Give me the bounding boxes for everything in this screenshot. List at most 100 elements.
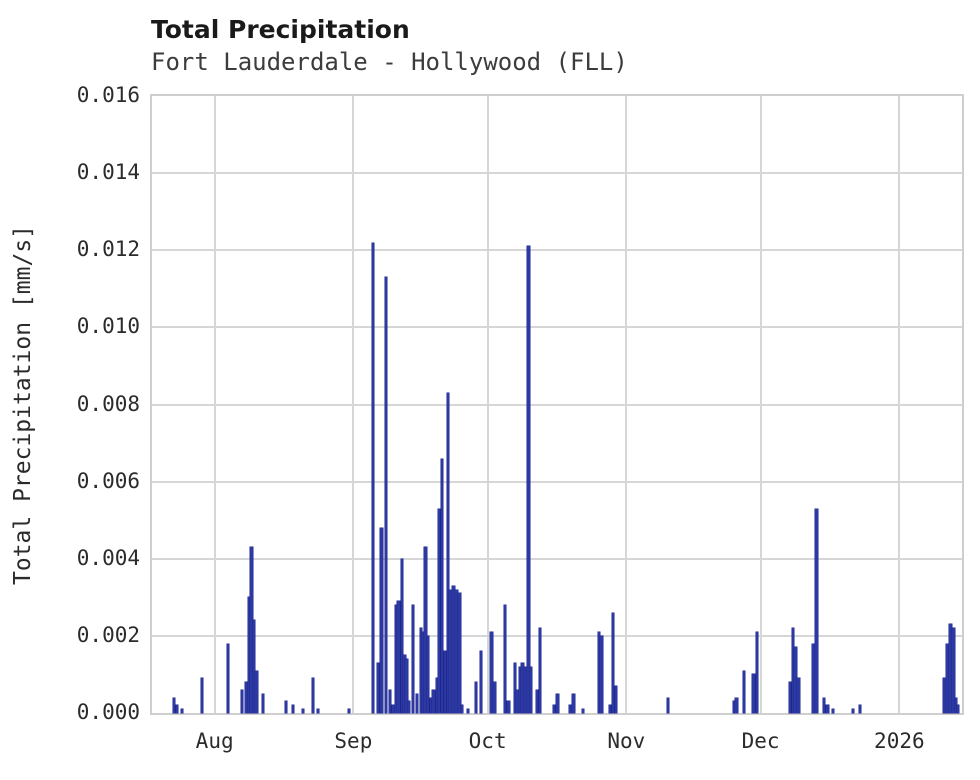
y-tick-label: 0.014 — [76, 160, 140, 185]
precip-bar — [527, 246, 530, 713]
precip-bar — [240, 689, 244, 713]
precip-bar — [380, 527, 383, 713]
precip-bar — [572, 693, 575, 713]
precip-bar — [200, 678, 204, 713]
h-gridline — [152, 558, 962, 560]
precip-bar — [405, 659, 408, 713]
precip-bar — [755, 632, 759, 713]
v-gridline — [760, 96, 762, 713]
y-axis-tick-labels: 0.000 0.002 0.004 0.006 0.008 0.010 0.012 0.014… — [0, 83, 140, 724]
precip-bar — [247, 597, 251, 713]
x-tick-label: Sep — [334, 729, 373, 753]
precip-bar — [415, 693, 419, 713]
precip-bar — [455, 589, 459, 713]
precip-bar — [432, 689, 435, 713]
precip-bar — [437, 508, 441, 713]
precip-bar — [449, 589, 452, 713]
precip-bar — [384, 277, 388, 713]
precip-bar — [490, 632, 493, 713]
precip-bar — [666, 697, 670, 713]
precip-bar — [581, 709, 585, 713]
precip-bar — [949, 624, 952, 713]
y-tick-label: 0.002 — [76, 622, 140, 647]
x-tick-label: Dec — [741, 729, 780, 753]
precip-bar — [426, 635, 430, 713]
precip-bar — [388, 689, 392, 713]
h-gridline — [152, 172, 962, 174]
precip-bar — [400, 558, 404, 713]
precip-bar — [529, 666, 533, 713]
precip-bar — [493, 682, 497, 713]
precip-bar — [552, 705, 556, 713]
precip-bar — [422, 632, 425, 713]
h-gridline — [152, 635, 962, 637]
precip-bar — [614, 686, 618, 713]
precip-bar — [180, 709, 184, 713]
precip-bar — [226, 643, 230, 713]
precip-bar — [952, 628, 955, 713]
y-tick-label: 0.016 — [76, 83, 140, 107]
precip-bar — [474, 682, 478, 713]
precip-bar — [506, 701, 510, 713]
precip-bar — [556, 693, 559, 713]
v-gridline — [625, 96, 627, 713]
precip-bar — [569, 705, 572, 713]
precip-bar — [956, 705, 960, 713]
precip-bar — [521, 662, 524, 713]
y-tick-label: 0.000 — [76, 700, 140, 724]
x-axis-tick-labels: Aug Sep Oct Nov Dec 2026 — [152, 727, 962, 759]
precip-bar — [791, 628, 795, 713]
h-gridline — [152, 404, 962, 406]
precip-bar — [443, 651, 447, 713]
bottom-spine — [150, 713, 964, 715]
precip-bar — [376, 662, 380, 713]
precip-bar — [597, 632, 601, 713]
precip-bar — [391, 705, 395, 713]
precip-bar — [796, 678, 800, 713]
precip-bar — [460, 705, 464, 713]
precip-bar — [788, 682, 792, 713]
precip-bar — [943, 678, 946, 713]
precip-bar — [429, 697, 433, 713]
precip-bar — [466, 709, 470, 713]
precip-bar — [291, 705, 295, 713]
precip-bar — [452, 585, 455, 713]
precip-bar — [735, 697, 738, 713]
precip-bar — [411, 605, 415, 713]
h-gridline — [152, 249, 962, 251]
x-tick-label: Nov — [607, 729, 646, 753]
precip-bar — [815, 508, 818, 713]
top-spine — [150, 94, 964, 96]
precip-bar — [611, 612, 615, 713]
precip-bar — [397, 601, 400, 713]
precip-bar — [419, 628, 423, 713]
precip-bar — [458, 593, 461, 713]
precip-bar — [440, 458, 444, 713]
precip-bar — [407, 701, 411, 713]
precip-bar — [403, 655, 406, 713]
precip-bar — [250, 547, 253, 713]
precip-bar — [825, 705, 829, 713]
precip-bar — [752, 674, 755, 713]
v-gridline — [214, 96, 216, 713]
precip-bar — [851, 709, 855, 713]
precip-bar — [538, 628, 542, 713]
precip-bar — [513, 662, 517, 713]
y-tick-label: 0.012 — [76, 237, 140, 262]
precip-bar — [371, 242, 375, 713]
precip-bar — [252, 620, 256, 713]
precip-bar — [535, 689, 539, 713]
precip-bar — [394, 605, 398, 713]
precip-bar — [261, 693, 265, 713]
h-gridline — [152, 481, 962, 483]
precip-bar — [347, 709, 351, 713]
y-tick-label: 0.010 — [76, 314, 140, 339]
plot-area — [150, 94, 964, 715]
precip-bar — [479, 651, 483, 713]
precip-bar — [424, 547, 427, 713]
precip-bar — [316, 709, 320, 713]
precip-bar — [311, 678, 315, 713]
x-tick-label: 2026 — [874, 729, 925, 753]
chart-title: Total Precipitation — [151, 15, 410, 44]
